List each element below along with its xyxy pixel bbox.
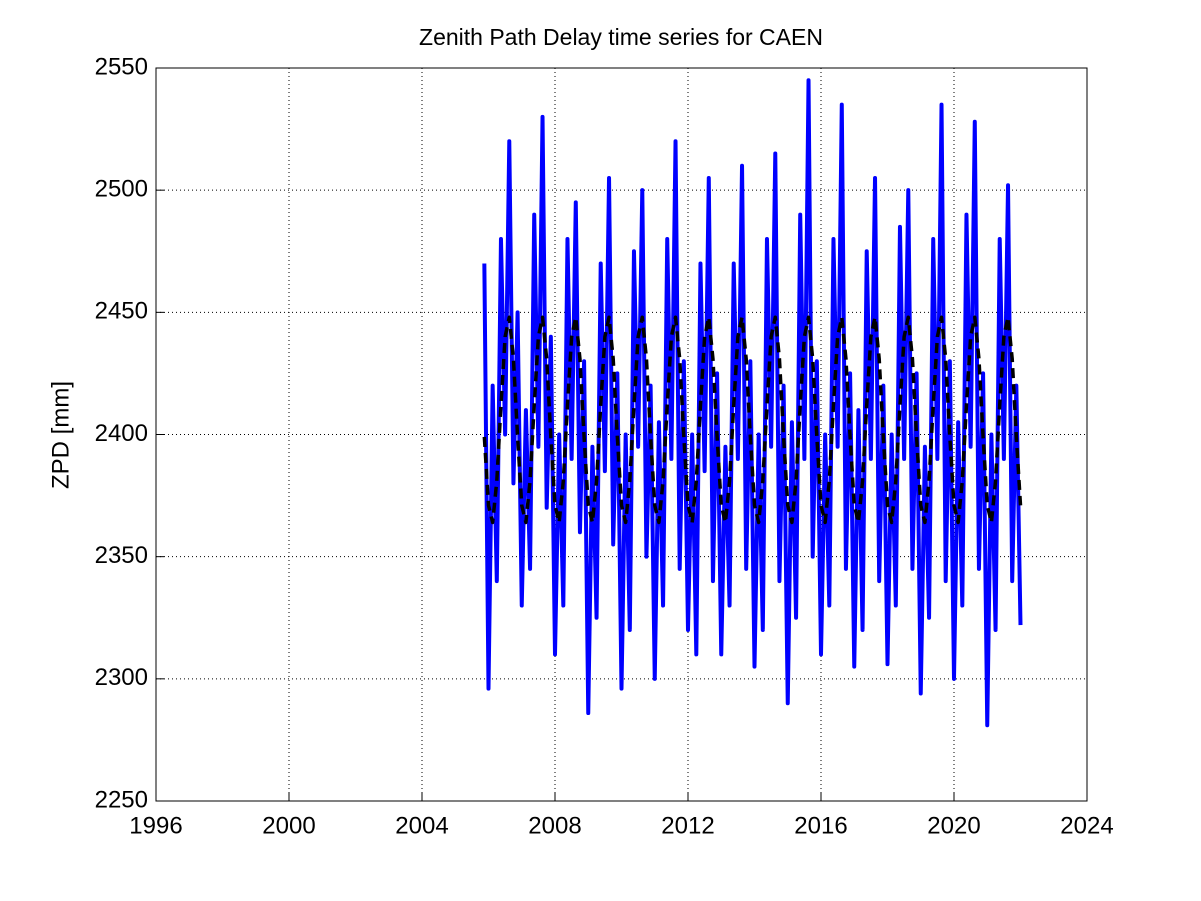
axes-box — [155, 67, 1088, 802]
x-tick-label: 2012 — [661, 812, 714, 839]
y-tick-label: 2300 — [95, 664, 148, 691]
x-tick-label: 2004 — [395, 812, 448, 839]
x-tick-label: 2020 — [927, 812, 980, 839]
y-axis-label: ZPD [mm] — [47, 381, 74, 489]
x-tick-label: 2016 — [794, 812, 847, 839]
y-tick-label: 2350 — [95, 542, 148, 569]
y-tick-label: 2500 — [95, 176, 148, 203]
x-tick-label: 2024 — [1060, 812, 1113, 839]
x-tick-label: 1996 — [129, 812, 182, 839]
chart-title: Zenith Path Delay time series for CAEN — [419, 24, 823, 50]
y-tick-label: 2400 — [95, 420, 148, 447]
x-tick-label: 2000 — [262, 812, 315, 839]
data-line — [482, 315, 1023, 525]
y-tick-label: 2450 — [95, 298, 148, 325]
x-tick-label: 2008 — [528, 812, 581, 839]
y-tick-label: 2250 — [95, 786, 148, 813]
y-tick-label: 2550 — [95, 53, 148, 80]
